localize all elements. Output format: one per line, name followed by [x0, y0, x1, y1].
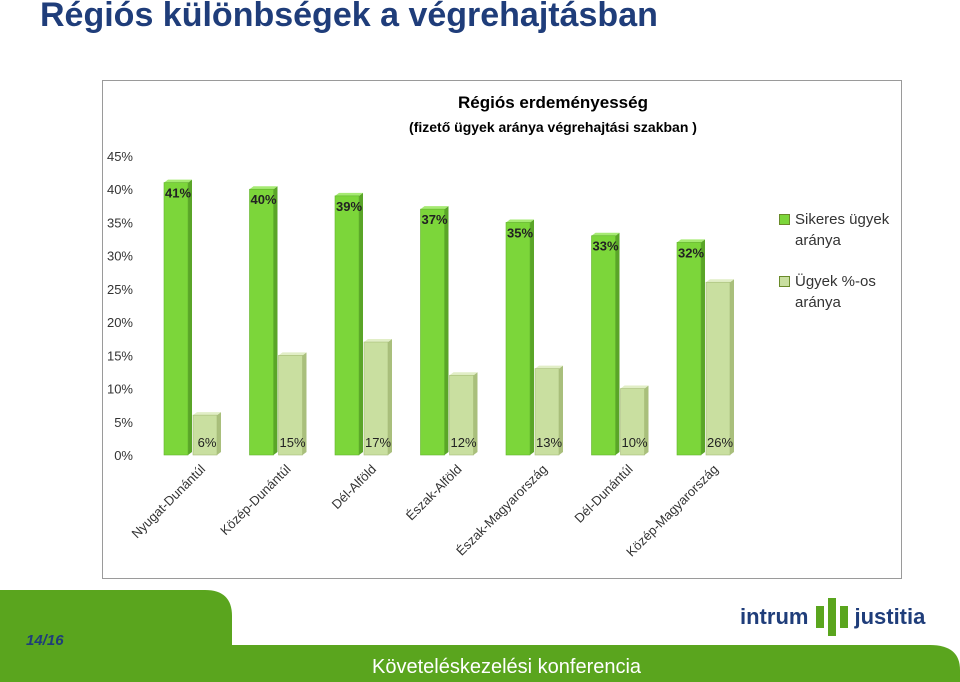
y-tick-label: 40%: [107, 182, 133, 197]
bar-series-2: [363, 341, 389, 456]
x-category-label: Dél-Dunántúl: [571, 461, 635, 525]
x-category-label: Észak-Alföld: [403, 462, 465, 524]
data-label-series-1: 37%: [421, 212, 447, 227]
bar-top-1: [335, 192, 363, 196]
data-label-series-2: 13%: [536, 435, 562, 450]
bar-top-2: [535, 365, 563, 369]
y-tick-label: 0%: [114, 448, 133, 463]
chart-plot: 0% 5% 10% 15% 20% 25% 30% 35% 40% 45% 41% 6% Nyugat-…: [107, 149, 734, 560]
bar-series-2: [192, 414, 218, 456]
bar-side-2: [388, 339, 392, 455]
bar-side-1: [530, 219, 534, 455]
bar-top-2: [364, 339, 392, 343]
x-category-label: Dél-Alföld: [329, 462, 379, 512]
x-category-label: Közép-Dunántúl: [217, 461, 294, 538]
logo-text-right: justitia: [854, 604, 926, 629]
bar-side-1: [701, 239, 705, 455]
bar-top-1: [164, 179, 192, 183]
data-label-series-2: 10%: [621, 435, 647, 450]
legend-item-series-1: Sikeres ügyek aránya: [779, 209, 899, 251]
bar-side-2: [730, 279, 734, 455]
bar-side-2: [644, 385, 649, 455]
data-label-series-1: 39%: [336, 199, 362, 214]
data-label-series-1: 32%: [678, 245, 704, 260]
chart-title: Régiós erdeményesség: [458, 93, 648, 112]
chart-subtitle: (fizető ügyek aránya végrehajtási szakba…: [409, 119, 697, 135]
bar-side-2: [559, 365, 563, 455]
y-tick-label: 35%: [107, 215, 133, 230]
data-label-series-2: 12%: [450, 435, 476, 450]
bar-side-2: [473, 372, 478, 455]
data-label-series-1: 40%: [250, 192, 276, 207]
y-tick-label: 45%: [107, 149, 133, 164]
footer-band: [0, 590, 960, 682]
data-label-series-1: 33%: [592, 239, 618, 254]
bar-series-2: [534, 368, 560, 456]
logo-mark-icon: [816, 598, 849, 636]
chart-legend: Sikeres ügyek aránya Ügyek %-os aránya: [779, 209, 899, 333]
bar-side-1: [359, 192, 363, 455]
logo-text-left: intrum: [740, 604, 809, 629]
bar-series-1: [249, 188, 274, 456]
bar-series-1: [334, 195, 360, 456]
bar-side-1: [444, 206, 449, 455]
legend-label-series-1: Sikeres ügyek aránya: [795, 211, 890, 249]
bar-top-2: [706, 279, 734, 283]
bar-side-2: [302, 352, 307, 455]
bar-series-2: [705, 281, 731, 456]
data-label-series-1: 41%: [165, 186, 191, 201]
x-category-label: Észak-Magyarország: [453, 462, 550, 559]
y-tick-label: 10%: [107, 382, 133, 397]
data-label-series-2: 15%: [279, 435, 305, 450]
y-tick-label: 15%: [107, 348, 133, 363]
bar-top-1: [677, 239, 705, 243]
bar-top-1: [420, 206, 449, 210]
footer-green-bar: [205, 645, 960, 682]
data-label-series-2: 17%: [365, 435, 391, 450]
legend-swatch-series-1: [779, 214, 790, 225]
conference-name: Követeléskezelési konferencia: [372, 656, 642, 678]
bar-series-2: [620, 388, 645, 456]
company-logo: intrum justitia: [740, 596, 925, 638]
bar-top-1: [506, 219, 534, 223]
bar-top-2: [278, 352, 307, 356]
page-number: 14/16: [26, 632, 64, 649]
data-label-series-1: 35%: [507, 225, 533, 240]
bar-series-2: [449, 374, 474, 456]
legend-item-series-2: Ügyek %-os aránya: [779, 271, 899, 313]
y-tick-label: 5%: [114, 415, 133, 430]
bar-top-1: [591, 232, 620, 236]
bar-top-2: [620, 385, 649, 389]
bar-series-1: [591, 235, 616, 456]
y-tick-label: 20%: [107, 315, 133, 330]
bar-top-2: [193, 412, 221, 416]
bar-side-1: [615, 232, 620, 455]
data-label-series-2: 26%: [707, 435, 733, 450]
y-tick-label: 30%: [107, 249, 133, 264]
x-category-label: Nyugat-Dunántúl: [129, 461, 209, 541]
slide-title: Régiós különbségek a végrehajtásban: [40, 0, 658, 34]
data-label-series-2: 6%: [198, 435, 217, 450]
bar-top-2: [449, 372, 478, 376]
x-category-label: Közép-Magyarország: [623, 462, 721, 560]
bar-series-1: [505, 222, 531, 456]
bar-side-1: [188, 179, 192, 456]
bar-side-2: [217, 412, 221, 455]
bar-series-1: [163, 182, 189, 456]
chart-frame: Régiós erdeményesség (fizető ügyek arány…: [102, 80, 902, 579]
bar-series-1: [420, 208, 445, 456]
bar-top-1: [249, 186, 278, 190]
bar-series-1: [676, 242, 702, 456]
legend-label-series-2: Ügyek %-os aránya: [795, 273, 876, 311]
legend-swatch-series-2: [779, 276, 790, 287]
y-tick-label: 25%: [107, 282, 133, 297]
footer-green-block: [0, 590, 205, 682]
bar-series-2: [278, 355, 303, 456]
bar-side-1: [273, 186, 278, 455]
